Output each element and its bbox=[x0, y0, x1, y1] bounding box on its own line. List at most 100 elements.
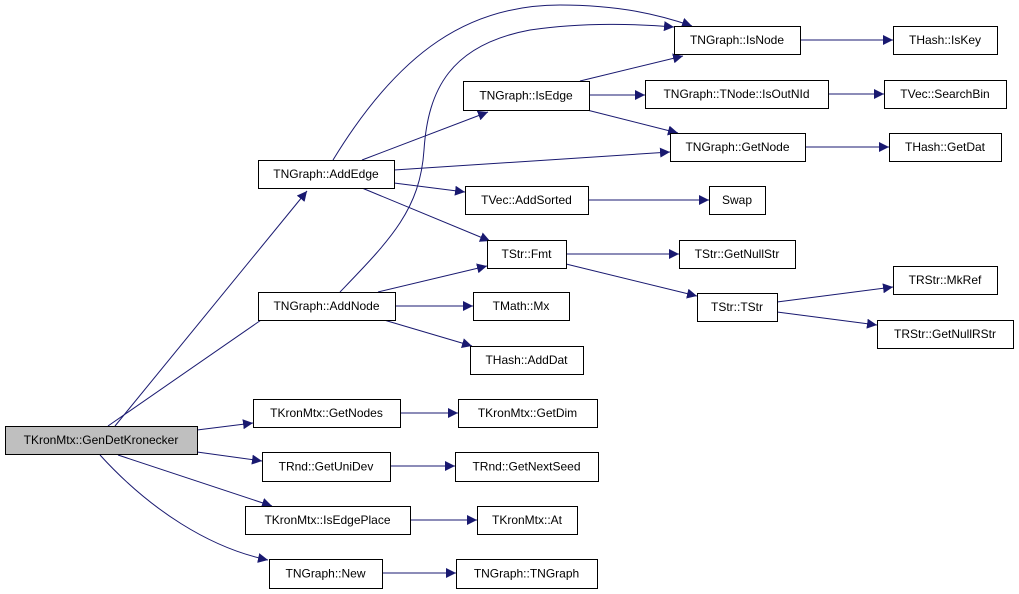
node-label: TStr::GetNullStr bbox=[695, 247, 780, 261]
node-iskey[interactable]: THash::IsKey bbox=[893, 26, 998, 55]
node-label: TKronMtx::IsEdgePlace bbox=[264, 513, 390, 527]
node-box bbox=[262, 452, 391, 482]
node-label: TVec::AddSorted bbox=[481, 193, 572, 207]
node-box bbox=[463, 81, 590, 111]
edge-tstr-to-getnullrstr bbox=[776, 311, 878, 329]
edge-gen-to-getnodes bbox=[196, 419, 254, 431]
node-tstr[interactable]: TStr::TStr bbox=[697, 293, 778, 322]
node-box bbox=[258, 292, 396, 321]
node-label: Swap bbox=[722, 193, 752, 207]
edge-addedge-to-getnode bbox=[393, 147, 671, 171]
node-box bbox=[697, 293, 778, 322]
node-addedge[interactable]: TNGraph::AddEdge bbox=[258, 160, 395, 189]
edge-tstr-to-mkref bbox=[776, 283, 894, 303]
node-label: TNGraph::AddNode bbox=[273, 299, 379, 313]
node-getnodes[interactable]: TKronMtx::GetNodes bbox=[253, 399, 401, 428]
node-getdim[interactable]: TKronMtx::GetDim bbox=[458, 399, 598, 428]
node-fmt[interactable]: TStr::Fmt bbox=[487, 240, 567, 269]
node-box bbox=[455, 452, 599, 482]
node-box bbox=[5, 426, 198, 455]
node-box bbox=[465, 186, 589, 215]
node-getnullrstr[interactable]: TRStr::GetNullRStr bbox=[877, 320, 1014, 349]
node-label: TStr::TStr bbox=[711, 300, 763, 314]
edge-addedge-to-fmt bbox=[361, 187, 491, 242]
edge-gen-to-new bbox=[99, 454, 269, 563]
node-box bbox=[470, 346, 584, 375]
node-box bbox=[679, 240, 796, 269]
node-label: TNGraph::New bbox=[285, 567, 365, 581]
node-label: TKronMtx::GetNodes bbox=[270, 406, 383, 420]
edges bbox=[99, 4, 894, 578]
node-box bbox=[487, 240, 567, 269]
node-box bbox=[645, 80, 829, 109]
node-new[interactable]: TNGraph::New bbox=[269, 559, 383, 589]
node-tngraph[interactable]: TNGraph::TNGraph bbox=[456, 559, 598, 589]
node-label: TStr::Fmt bbox=[502, 247, 553, 261]
node-box bbox=[477, 506, 578, 535]
edge-addedge-to-isnode bbox=[332, 4, 693, 161]
nodes: TKronMtx::GenDetKronecker TNGraph::AddEdg… bbox=[5, 26, 1014, 589]
node-box bbox=[253, 399, 401, 428]
node-label: TVec::SearchBin bbox=[900, 87, 989, 101]
node-box bbox=[877, 320, 1014, 349]
node-addnode[interactable]: TNGraph::AddNode bbox=[258, 292, 396, 321]
node-isoutnid[interactable]: TNGraph::TNode::IsOutNId bbox=[645, 80, 829, 109]
node-box bbox=[709, 186, 766, 215]
node-getunidev[interactable]: TRnd::GetUniDev bbox=[262, 452, 391, 482]
edge-addnode-to-isnode bbox=[339, 21, 675, 293]
node-box bbox=[269, 559, 383, 589]
edge-addnode-to-adddat bbox=[383, 319, 473, 348]
node-label: TNGraph::AddEdge bbox=[273, 167, 379, 181]
node-label: THash::IsKey bbox=[909, 33, 981, 47]
node-label: TMath::Mx bbox=[493, 299, 550, 313]
node-mkref[interactable]: TRStr::MkRef bbox=[893, 266, 998, 295]
node-getdat[interactable]: THash::GetDat bbox=[889, 133, 1002, 162]
edge-addedge-to-addsorted bbox=[393, 182, 466, 196]
node-box bbox=[670, 133, 806, 162]
node-label: TKronMtx::At bbox=[492, 513, 563, 527]
node-label: TNGraph::TNode::IsOutNId bbox=[663, 87, 809, 101]
node-label: THash::AddDat bbox=[485, 353, 568, 367]
node-isnode[interactable]: TNGraph::IsNode bbox=[674, 26, 801, 55]
node-at[interactable]: TKronMtx::At bbox=[477, 506, 578, 535]
node-label: TRStr::GetNullRStr bbox=[894, 327, 996, 341]
node-label: THash::GetDat bbox=[905, 140, 986, 154]
node-adddat[interactable]: THash::AddDat bbox=[470, 346, 584, 375]
node-addsorted[interactable]: TVec::AddSorted bbox=[465, 186, 589, 215]
node-getnextseed[interactable]: TRnd::GetNextSeed bbox=[455, 452, 599, 482]
node-box bbox=[889, 133, 1002, 162]
edge-isedge-to-isnode bbox=[579, 53, 684, 82]
node-label: TKronMtx::GenDetKronecker bbox=[24, 433, 179, 447]
node-isedge[interactable]: TNGraph::IsEdge bbox=[463, 81, 590, 111]
node-box bbox=[473, 292, 570, 321]
node-box bbox=[258, 160, 395, 189]
node-label: TKronMtx::GetDim bbox=[478, 406, 577, 420]
node-getnullstr[interactable]: TStr::GetNullStr bbox=[679, 240, 796, 269]
node-box bbox=[893, 26, 998, 55]
node-gen[interactable]: TKronMtx::GenDetKronecker bbox=[5, 426, 198, 455]
node-box bbox=[884, 80, 1007, 109]
node-mx[interactable]: TMath::Mx bbox=[473, 292, 570, 321]
edge-addnode-to-fmt bbox=[377, 263, 488, 293]
node-box bbox=[893, 266, 998, 295]
node-box bbox=[245, 506, 411, 535]
edge-addedge-to-isedge bbox=[361, 110, 489, 161]
node-searchbin[interactable]: TVec::SearchBin bbox=[884, 80, 1007, 109]
node-label: TNGraph::GetNode bbox=[685, 140, 789, 154]
edge-isedge-to-getnode bbox=[586, 109, 679, 136]
edge-gen-to-getunidev bbox=[196, 451, 263, 465]
node-swap[interactable]: Swap bbox=[709, 186, 766, 215]
edge-fmt-to-tstr bbox=[565, 263, 698, 299]
edge-gen-to-addedge bbox=[114, 190, 308, 427]
node-box bbox=[458, 399, 598, 428]
node-label: TRStr::MkRef bbox=[909, 273, 982, 287]
node-label: TRnd::GetNextSeed bbox=[472, 460, 580, 474]
edge-gen-to-isedgeplace bbox=[117, 454, 273, 508]
node-box bbox=[674, 26, 801, 55]
node-label: TNGraph::IsEdge bbox=[479, 89, 573, 103]
node-isedgeplace[interactable]: TKronMtx::IsEdgePlace bbox=[245, 506, 411, 535]
node-label: TRnd::GetUniDev bbox=[279, 460, 374, 474]
node-box bbox=[456, 559, 598, 589]
node-getnode[interactable]: TNGraph::GetNode bbox=[670, 133, 806, 162]
